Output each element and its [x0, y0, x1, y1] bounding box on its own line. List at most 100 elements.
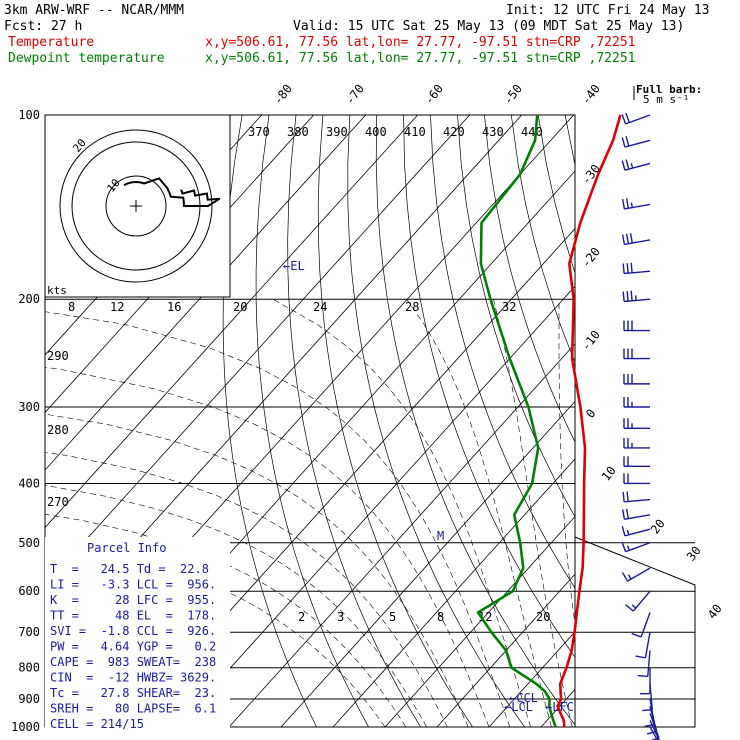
mixing-ratio-label: 20	[536, 610, 550, 624]
parcel-info-row: SVI = -1.8 CCL = 926.	[50, 624, 216, 638]
m-marker: M	[437, 529, 444, 543]
wind-barb-flag	[626, 491, 629, 502]
theta-tick-label: 290	[47, 349, 69, 363]
isotherm-line	[45, 115, 470, 586]
moist-adiabat-line	[45, 513, 407, 727]
wind-barb-flag	[644, 723, 655, 728]
temperature-legend: Temperature	[8, 35, 94, 50]
pressure-tick-label: 400	[18, 476, 40, 490]
pressure-tick-label: 600	[18, 584, 40, 598]
pressure-tick-label: 100	[18, 108, 40, 122]
wind-barb-flag	[625, 159, 630, 170]
wind-barb-flag	[622, 263, 625, 274]
isotherm-tick-label: 40	[705, 602, 725, 622]
mixing-ratio-label: 3	[337, 610, 344, 624]
wind-barb-flag	[622, 291, 625, 302]
isotherm-line	[593, 115, 740, 727]
theta-tick-label: 430	[482, 125, 504, 139]
barb-key-units: 5 m s⁻¹	[643, 93, 689, 106]
hodograph-ring	[105, 175, 167, 237]
dry-adiabat-line	[592, 115, 740, 727]
wind-barb-flag	[625, 198, 630, 209]
wind-barbs	[621, 112, 660, 740]
isotherm-tick-label: 10	[599, 464, 619, 484]
isotherm-line	[45, 115, 418, 529]
dry-adiabat-line	[222, 115, 317, 727]
wind-barb-flag	[635, 655, 646, 659]
pressure-tick-label: 1000	[11, 720, 40, 734]
wind-barb-flag	[621, 234, 626, 245]
wind-barb-flag	[621, 572, 629, 582]
wind-barb-flag	[630, 262, 633, 273]
theta-tick-label: 420	[443, 125, 465, 139]
mixing-ratio-label: 16	[167, 300, 181, 314]
dewpoint-location: x,y=506.61, 77.56 lat,lon= 27.77, -97.51…	[205, 51, 635, 66]
wind-barb-flag	[621, 198, 626, 210]
isotherm-line	[488, 631, 575, 727]
pressure-tick-label: 300	[18, 400, 40, 414]
parcel-info-box: Parcel Info T = 24.5 Td = 22.8 LI = -3.3 …	[45, 537, 230, 732]
wind-barb-flag	[625, 233, 630, 244]
mixing-ratio-label: 2	[298, 610, 305, 624]
wind-barb-flag	[625, 604, 634, 612]
theta-tick-label: 440	[521, 125, 543, 139]
wind-barb-flag	[637, 674, 648, 678]
pressure-tick-label: 500	[18, 536, 40, 550]
isotherm-tick-label: -20	[579, 245, 603, 271]
wind-barb	[649, 698, 656, 725]
moist-adiabat-line	[594, 299, 614, 727]
dry-adiabat-line	[564, 115, 575, 167]
wind-barb-flag	[621, 526, 626, 537]
pressure-tick-label: 200	[18, 292, 40, 306]
parcel-info-row: PW = 4.64 YGP = 0.2	[50, 640, 216, 654]
wind-barb-flag	[621, 509, 626, 520]
moist-adiabat-line	[45, 484, 427, 727]
isotherm-tick-label: -50	[501, 82, 525, 108]
wind-barb	[624, 203, 651, 210]
parcel-info-row: TT = 48 EL = 178.	[50, 609, 216, 623]
parcel-info-row: CAPE = 983 SWEAT= 238	[50, 655, 216, 669]
dry-adiabat-line	[727, 115, 740, 727]
isotherm-tick-label: -70	[343, 82, 367, 108]
wind-barb	[632, 590, 651, 612]
theta-tick-label: 280	[47, 423, 69, 437]
mixing-ratio-label: 32	[502, 300, 516, 314]
wind-barb-flag	[625, 112, 630, 123]
model-title: 3km ARW-WRF -- NCAR/MMM	[4, 3, 184, 18]
mixing-ratio-label: 24	[313, 300, 327, 314]
dry-adiabat-line	[700, 115, 740, 727]
isotherm-line	[45, 115, 366, 471]
parcel-info-title: Parcel Info	[87, 541, 166, 555]
isotherm-tick-label: -60	[422, 82, 446, 108]
isotherm-tick-label: 20	[648, 517, 668, 537]
lower-frame-extension	[574, 536, 696, 728]
lcl-marker: ←LCL	[504, 700, 533, 714]
wind-barb-flag	[625, 136, 630, 147]
ccl-marker: ←CCL	[509, 691, 538, 705]
barb-key-title: Full barb:	[636, 83, 702, 96]
grid-lines	[45, 115, 740, 727]
header-block: 3km ARW-WRF -- NCAR/MMM Init: 12 UTC Fri…	[4, 3, 710, 106]
mixing-ratio-label: 12	[478, 610, 492, 624]
wind-barb-flag	[630, 202, 633, 208]
parcel-info-row: T = 24.5 Td = 22.8	[50, 562, 209, 576]
parcel-info-row: CIN = -12 HWBZ= 3629.	[50, 671, 216, 685]
wind-barb	[624, 528, 651, 537]
dry-adiabat-line	[673, 115, 740, 727]
hodograph-units: kts	[47, 284, 67, 297]
dry-adiabat-line	[510, 115, 575, 363]
isotherm-line	[384, 515, 575, 727]
wind-barb-flag	[630, 290, 633, 301]
dry-adiabat-line	[646, 115, 740, 727]
isotherm-tick-label: 0	[583, 406, 598, 420]
level-markers: ←EL M ←CCL ←LCL ←LFC	[283, 259, 574, 714]
wind-barb-flag	[626, 545, 630, 551]
wind-barb	[624, 514, 651, 520]
parcel-info-row: Tc = 27.8 SHEAR= 23.	[50, 686, 216, 700]
wind-barb-flag	[626, 529, 630, 536]
temperature-curve	[556, 114, 622, 728]
dry-adiabat-line	[287, 115, 421, 727]
wind-barb-flag	[622, 491, 625, 502]
